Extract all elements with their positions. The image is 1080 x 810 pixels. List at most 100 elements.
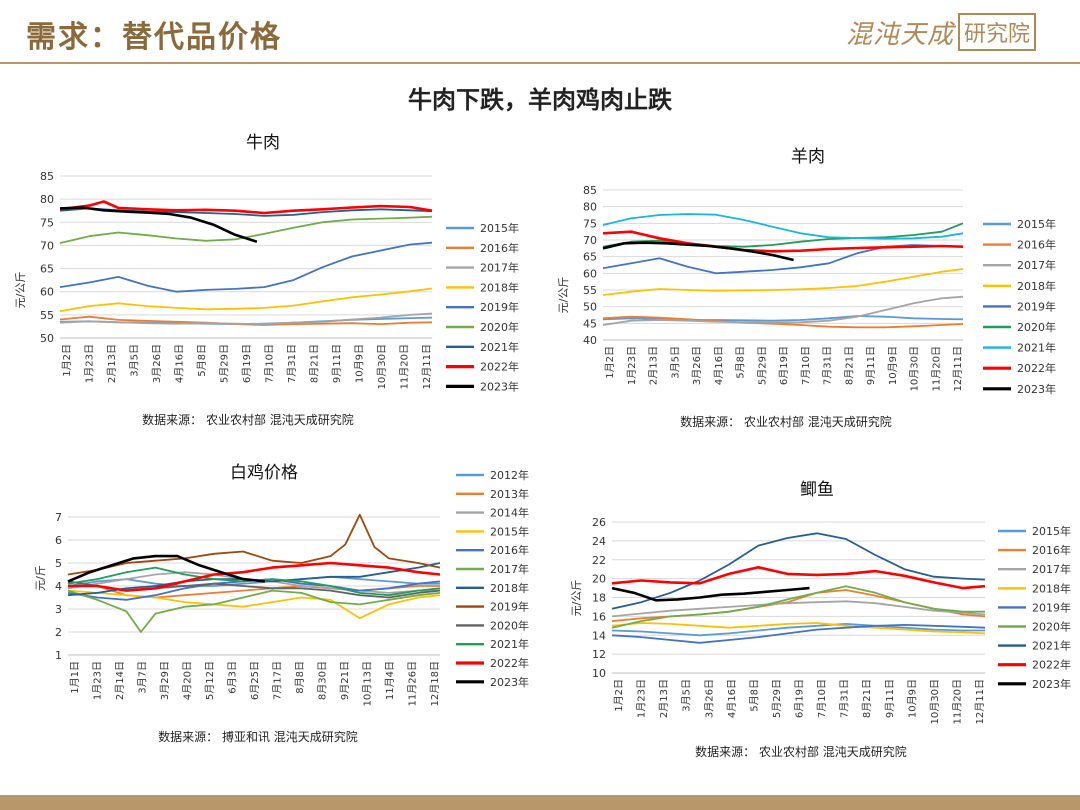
y-tick-label: 85 [40,170,54,183]
logo-text: 混沌天成 [846,19,955,50]
legend-label: 2016年 [490,543,529,557]
y-tick-label: 26 [592,516,606,529]
legend-label: 2023年 [480,379,519,393]
x-tick-label: 6月19日 [778,346,790,385]
x-tick-label: 6月3日 [227,661,239,694]
x-tick-label: 3月5日 [681,679,693,712]
x-tick-label: 3月26日 [151,344,163,383]
x-tick-label: 1月2日 [61,344,73,377]
legend-label: 2015年 [480,221,519,235]
x-tick-label: 7月31日 [839,679,851,718]
series-line-2019 [611,624,986,644]
legend-label: 2015年 [1017,217,1056,231]
y-tick-label: 10 [592,667,606,680]
legend-label: 2016年 [1017,238,1056,252]
x-tick-label: 1月2日 [613,679,625,712]
y-tick-label: 60 [40,286,54,299]
series-line-2012 [67,575,440,587]
x-tick-label: 6月19日 [241,344,253,383]
legend-label: 2023年 [490,675,529,689]
series-line-2022 [611,565,986,590]
x-tick-label: 11月20日 [951,679,963,724]
x-tick-label: 4月16日 [713,346,725,385]
legend-label: 2017年 [1032,562,1071,576]
y-axis-label: 元/斤 [34,565,47,591]
series-line-2022 [68,561,441,592]
series-line-2015 [611,623,985,637]
x-tick-label: 7月10日 [816,679,828,718]
x-tick-label: 8月21日 [309,344,321,383]
x-tick-label: 4月20日 [182,661,194,700]
x-tick-label: 1月23日 [92,661,104,700]
legend-label: 2021年 [490,637,529,651]
legend-label: 2020年 [1032,620,1071,634]
y-tick-label: 65 [583,251,597,264]
series-line-2023 [602,241,794,262]
x-tick-label: 9月11日 [331,344,343,383]
x-tick-label: 10月30日 [929,679,941,724]
x-tick-label: 1月23日 [636,679,648,718]
brand-logo: 混沌天成 研究院 [846,13,1037,51]
x-tick-label: 9月21日 [339,661,351,700]
y-tick-label: 7 [55,511,62,524]
x-tick-label: 5月29日 [756,346,768,385]
y-tick-label: 6 [55,534,62,547]
x-tick-label: 10月9日 [906,679,918,718]
x-tick-label: 10月13日 [362,661,374,706]
series-line-2017 [602,295,964,326]
chart-title: 牛肉 [246,133,280,153]
legend-label: 2019年 [480,300,519,314]
x-tick-label: 2月13日 [106,344,118,383]
y-tick-label: 20 [592,573,606,586]
header-divider [0,62,1080,64]
x-tick-label: 6月25日 [249,661,261,700]
series-line-2016 [602,315,964,329]
series-line-2022 [602,230,964,253]
legend-label: 2015年 [490,524,529,538]
y-axis-label: 元/公斤 [570,580,583,617]
legend-label: 2023年 [1017,382,1056,396]
y-tick-label: 40 [583,334,597,347]
y-tick-label: 45 [583,317,597,330]
legend-label: 2021年 [480,340,519,354]
x-tick-label: 1月2日 [604,346,616,379]
series-line-2017 [611,600,986,618]
legend-label: 2020年 [480,320,519,334]
x-tick-label: 6月19日 [794,679,806,718]
x-tick-label: 3月26日 [691,346,703,385]
legend-label: 2017年 [480,261,519,275]
legend-label: 2017年 [490,562,529,576]
x-tick-label: 7月10日 [800,346,812,385]
x-tick-label: 4月16日 [726,679,738,718]
logo-box-text: 研究院 [958,13,1037,51]
series-line-2020 [59,215,433,244]
x-tick-label: 7月10日 [264,344,276,383]
x-tick-label: 1月1日 [69,661,81,694]
x-tick-label: 9月11日 [865,346,877,385]
y-tick-label: 80 [40,193,54,206]
y-tick-label: 1 [55,649,62,662]
x-tick-label: 3月26日 [703,679,715,718]
y-tick-label: 55 [40,309,54,322]
y-tick-label: 70 [583,234,597,247]
x-tick-label: 5月8日 [196,344,208,377]
legend-label: 2022年 [1017,361,1056,375]
series-line-2022 [59,200,433,215]
x-tick-label: 9月11日 [884,679,896,718]
y-tick-label: 12 [592,648,606,661]
x-tick-label: 8月8日 [294,661,306,694]
x-tick-label: 11月20日 [930,346,942,391]
x-tick-label: 11月26日 [407,661,419,706]
y-tick-label: 55 [583,284,597,297]
series-line-2019 [59,241,433,293]
y-tick-label: 18 [592,592,606,605]
x-tick-label: 3月5日 [669,346,681,379]
x-tick-label: 3月5日 [129,344,141,377]
series-line-2020 [611,585,985,629]
series-line-2018 [59,287,433,313]
y-axis-label: 元/公斤 [557,277,570,314]
x-tick-label: 12月11日 [974,679,986,724]
series-line-2017 [59,312,433,326]
y-tick-label: 65 [40,263,54,276]
